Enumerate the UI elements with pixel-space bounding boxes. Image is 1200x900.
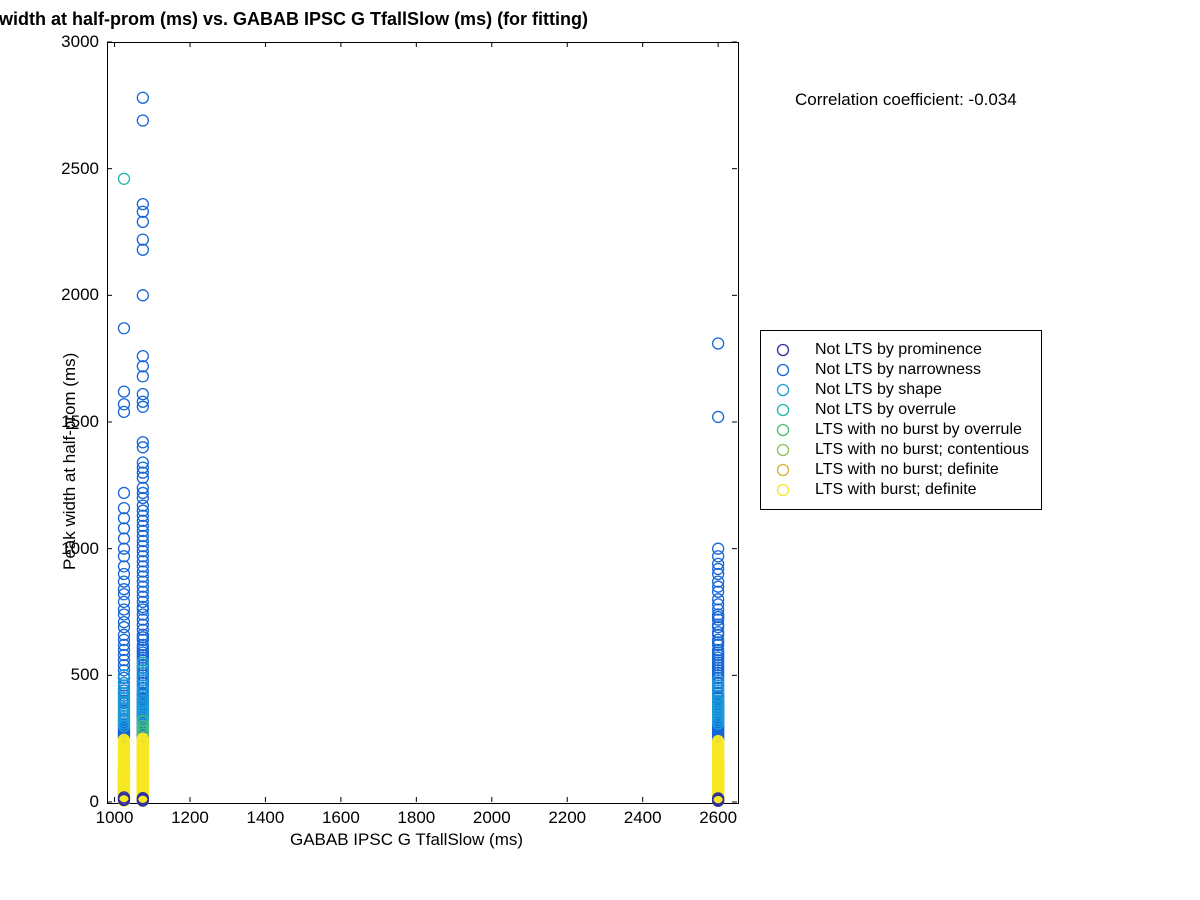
legend-marker-icon: [773, 461, 803, 479]
legend-item: Not LTS by narrowness: [773, 361, 1029, 379]
legend-label: LTS with no burst by overrule: [815, 421, 1029, 439]
data-point: [137, 244, 148, 255]
y-axis-label: Peak width at half-prom (ms): [60, 353, 80, 570]
data-point: [118, 533, 129, 544]
x-tick-label: 2600: [699, 808, 737, 828]
y-tick-label: 500: [71, 665, 99, 685]
legend-item: Not LTS by shape: [773, 381, 1029, 399]
y-tick-label: 2000: [61, 285, 99, 305]
data-point: [118, 487, 129, 498]
data-point: [137, 351, 148, 362]
correlation-annotation: Correlation coefficient: -0.034: [795, 90, 1017, 110]
data-point: [137, 216, 148, 227]
y-tick-label: 0: [90, 792, 99, 812]
x-tick-label: 2400: [624, 808, 662, 828]
x-tick-label: 1800: [397, 808, 435, 828]
x-tick-label: 1400: [247, 808, 285, 828]
y-tick-label: 1500: [61, 412, 99, 432]
legend-label: LTS with no burst; definite: [815, 461, 1029, 479]
data-point: [118, 406, 129, 417]
legend-label: Not LTS by overrule: [815, 401, 1029, 419]
legend-label: LTS with no burst; contentious: [815, 441, 1029, 459]
x-axis-label: GABAB IPSC G TfallSlow (ms): [290, 830, 523, 850]
legend-marker-icon: [773, 441, 803, 459]
legend-marker-icon: [773, 421, 803, 439]
data-point: [118, 551, 129, 562]
legend-marker-icon: [773, 401, 803, 419]
legend-item: LTS with no burst; definite: [773, 461, 1029, 479]
legend: Not LTS by prominence Not LTS by narrowne…: [760, 330, 1042, 510]
legend-label: Not LTS by narrowness: [815, 361, 1029, 379]
data-point: [713, 411, 724, 422]
data-point: [118, 513, 129, 524]
x-tick-label: 1200: [171, 808, 209, 828]
data-point: [118, 386, 129, 397]
scatter-plot: [107, 42, 737, 802]
legend-item: Not LTS by prominence: [773, 341, 1029, 359]
legend-item: LTS with no burst by overrule: [773, 421, 1029, 439]
data-point: [137, 234, 148, 245]
legend-marker-icon: [773, 341, 803, 359]
x-tick-label: 1600: [322, 808, 360, 828]
x-tick-label: 2000: [473, 808, 511, 828]
data-point: [118, 323, 129, 334]
chart-title: of Peak width at half-prom (ms) vs. GABA…: [0, 9, 588, 30]
legend-item: LTS with burst; definite: [773, 481, 1029, 499]
y-tick-label: 2500: [61, 159, 99, 179]
y-tick-label: 1000: [61, 539, 99, 559]
data-point: [137, 371, 148, 382]
data-point: [118, 503, 129, 514]
data-point: [118, 173, 129, 184]
legend-marker-icon: [773, 381, 803, 399]
data-point: [137, 206, 148, 217]
legend-marker-icon: [773, 361, 803, 379]
legend-item: LTS with no burst; contentious: [773, 441, 1029, 459]
legend-label: Not LTS by shape: [815, 381, 1029, 399]
legend-label: LTS with burst; definite: [815, 481, 1029, 499]
x-tick-label: 2200: [548, 808, 586, 828]
data-point: [137, 290, 148, 301]
x-tick-label: 1000: [96, 808, 134, 828]
legend-label: Not LTS by prominence: [815, 341, 1029, 359]
legend-marker-icon: [773, 481, 803, 499]
y-tick-label: 3000: [61, 32, 99, 52]
data-point: [713, 338, 724, 349]
data-point: [137, 361, 148, 372]
data-point: [137, 92, 148, 103]
data-point: [137, 115, 148, 126]
legend-item: Not LTS by overrule: [773, 401, 1029, 419]
data-point: [118, 523, 129, 534]
